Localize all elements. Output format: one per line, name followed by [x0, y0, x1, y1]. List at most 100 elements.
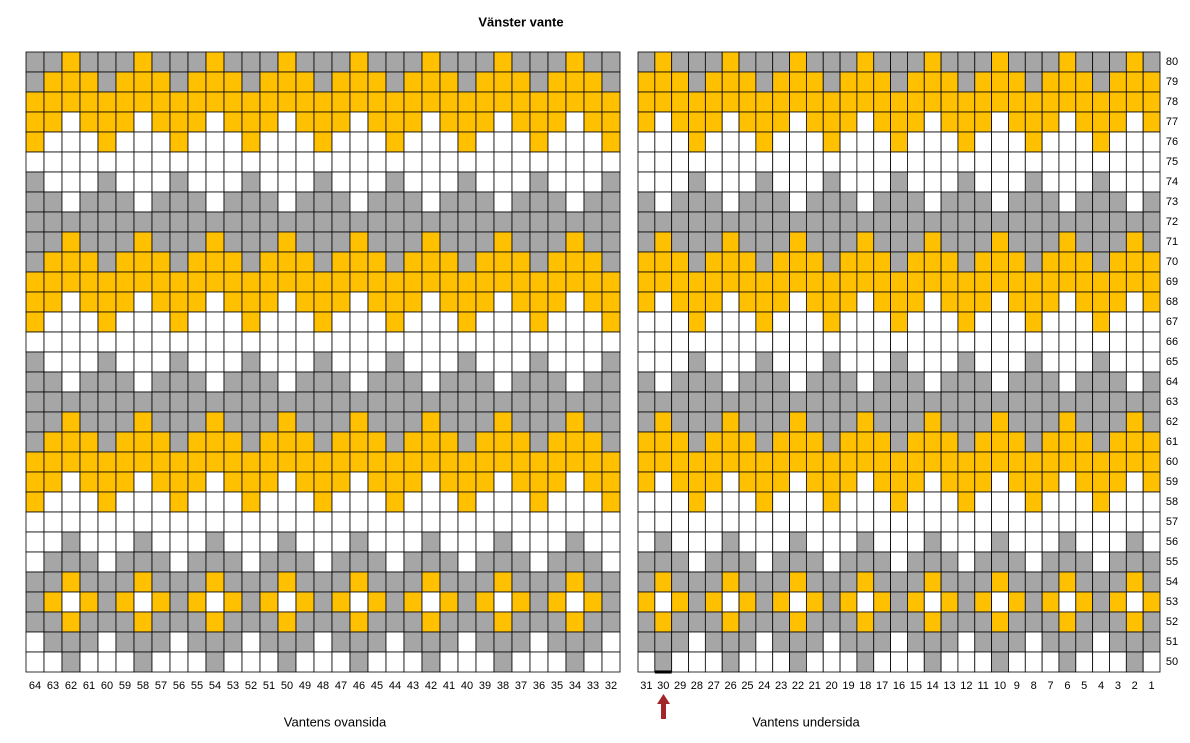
cell — [583, 591, 603, 613]
cell — [151, 451, 171, 473]
cell — [457, 631, 477, 653]
cell — [151, 191, 171, 213]
cell — [671, 51, 689, 73]
cell — [493, 151, 513, 173]
cell — [475, 651, 495, 673]
cell — [688, 491, 706, 513]
cell — [97, 511, 117, 533]
cell — [890, 631, 908, 653]
cell — [822, 111, 841, 133]
cell — [529, 51, 549, 73]
cell — [805, 351, 824, 373]
cell — [79, 611, 99, 633]
cell — [839, 551, 858, 573]
cell — [822, 331, 841, 353]
cell — [1142, 291, 1161, 313]
cell — [923, 191, 942, 213]
cell — [907, 251, 925, 273]
cell — [890, 191, 908, 213]
cell — [511, 331, 531, 353]
cell — [704, 231, 723, 253]
cell — [511, 471, 531, 493]
cell — [565, 371, 585, 393]
cell — [223, 71, 243, 93]
cell — [61, 351, 81, 373]
cell — [907, 391, 925, 413]
cell — [1075, 451, 1094, 473]
cell — [223, 531, 243, 553]
cell — [565, 291, 585, 313]
cell — [789, 191, 807, 213]
cell — [957, 511, 976, 533]
cell — [974, 651, 993, 673]
cell — [187, 651, 207, 673]
cell — [151, 371, 171, 393]
cell — [1024, 551, 1043, 573]
cell — [61, 611, 81, 633]
cell — [789, 611, 807, 633]
column-number: 62 — [65, 680, 77, 692]
cell — [403, 651, 423, 673]
cell — [601, 311, 621, 333]
cell — [721, 51, 740, 73]
cell — [295, 251, 315, 273]
cell — [97, 191, 117, 213]
cell — [583, 131, 603, 153]
cell — [295, 71, 315, 93]
cell — [1142, 371, 1161, 393]
cell — [907, 611, 925, 633]
cell — [940, 171, 959, 193]
cell — [331, 371, 351, 393]
cell — [704, 271, 723, 293]
cell — [133, 171, 153, 193]
cell — [601, 431, 621, 453]
cell — [1092, 391, 1110, 413]
cell — [1125, 611, 1144, 633]
cell — [1058, 151, 1077, 173]
cell — [671, 351, 689, 373]
cell — [873, 331, 891, 353]
cell — [721, 551, 740, 573]
cell — [295, 391, 315, 413]
cell — [704, 531, 723, 553]
cell — [738, 571, 757, 593]
column-number: 38 — [497, 680, 509, 692]
cell — [890, 611, 908, 633]
cell — [61, 511, 81, 533]
cell — [991, 51, 1009, 73]
cell — [671, 411, 689, 433]
cell — [738, 371, 757, 393]
cell — [169, 291, 189, 313]
cell — [421, 631, 441, 653]
cell — [1075, 71, 1094, 93]
cell — [907, 371, 925, 393]
cell — [991, 571, 1009, 593]
cell — [721, 451, 740, 473]
cell — [772, 331, 790, 353]
cell — [1075, 251, 1094, 273]
cell — [907, 91, 925, 113]
cell — [940, 571, 959, 593]
cell — [957, 611, 976, 633]
cell — [547, 91, 567, 113]
cell — [565, 211, 585, 233]
cell — [688, 171, 706, 193]
cell — [873, 611, 891, 633]
cell — [1125, 491, 1144, 513]
cell — [241, 51, 261, 73]
cell — [511, 211, 531, 233]
cell — [25, 551, 45, 573]
cell — [1075, 211, 1094, 233]
cell — [789, 351, 807, 373]
cell — [856, 251, 875, 273]
cell — [1075, 471, 1094, 493]
cell — [457, 611, 477, 633]
cell — [97, 431, 117, 453]
cell — [822, 551, 841, 573]
cell — [1024, 231, 1043, 253]
cell — [654, 231, 673, 253]
cell — [654, 591, 673, 613]
cell — [671, 451, 689, 473]
cell — [637, 251, 656, 273]
cell — [923, 291, 942, 313]
